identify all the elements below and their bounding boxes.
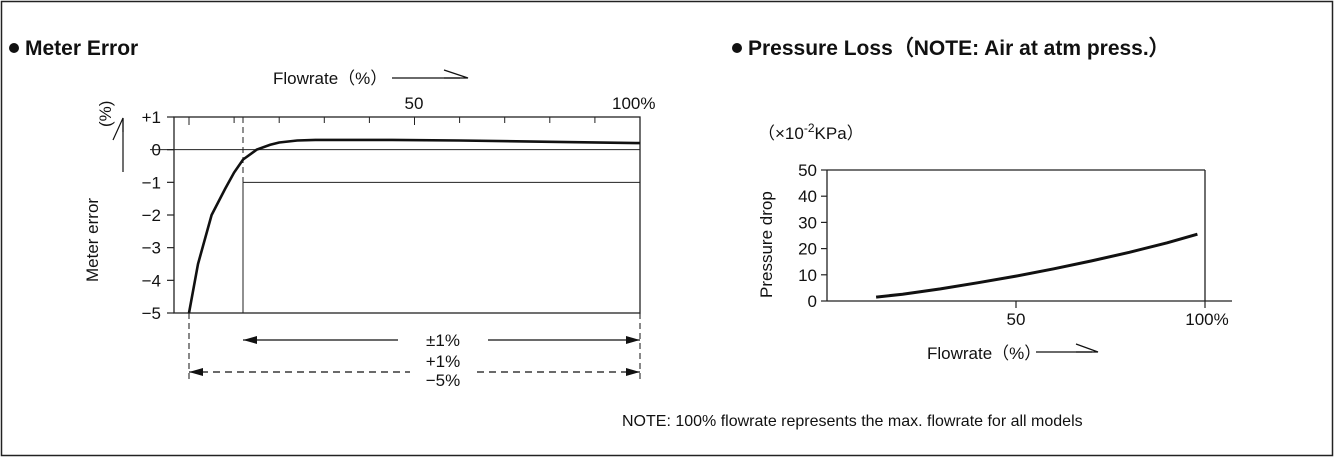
meter-error-x-ticks	[188, 117, 641, 125]
meter-error-y-ticks	[167, 116, 174, 314]
meter-error-yunit: (%)	[96, 101, 115, 127]
pressure-x-tick-label: 50	[1007, 310, 1026, 329]
meter-error-bullet	[9, 43, 19, 53]
pressure-loss-title: Pressure Loss（NOTE: Air at atm press.）	[748, 36, 1170, 60]
meter-error-title: Meter Error	[25, 37, 138, 60]
pressure-loss-bullet	[732, 43, 742, 53]
meter-error-band-line	[242, 181, 640, 313]
pressure-unit-superscript: -2	[804, 121, 815, 135]
meter-error-x-tick-label: 100%	[612, 94, 655, 113]
meter-error-curve	[187, 138, 641, 314]
flow-arrow-icon	[392, 69, 469, 79]
band-2-label-bottom: −5%	[426, 371, 461, 390]
pressure-y-tick-label: 30	[798, 213, 817, 232]
pressure-y-ticks	[821, 169, 827, 302]
ylabel-arrow-icon	[112, 117, 124, 172]
meter-error-y-tick-labels: +10−1−2−3−4−5	[142, 108, 161, 323]
pressure-xlabel: Flowrate（%）	[927, 344, 1041, 363]
pressure-loss-plot: 0 10 20 30 40 50 50 100%	[798, 161, 1232, 329]
pressure-ylabel: Pressure drop	[757, 191, 776, 298]
meter-error-top-xlabel: Flowrate（%）	[273, 69, 387, 88]
flow-arrow-icon	[1036, 343, 1099, 353]
meter-error-y-tick-label: −3	[142, 239, 161, 258]
pressure-y-tick-labels: 0 10 20 30 40 50	[798, 161, 817, 311]
meter-error-y-tick-label: −4	[142, 271, 161, 290]
pressure-y-tick-label: 20	[798, 240, 817, 259]
meter-error-y-tick-label: −2	[142, 206, 161, 225]
pressure-unit-label: （×10-2KPa）	[758, 121, 864, 143]
band-2-label-top: +1%	[426, 352, 461, 371]
pressure-y-tick-label: 50	[798, 161, 817, 180]
band-1-label: ±1%	[426, 331, 460, 350]
band-1-dimension: ±1%	[243, 328, 640, 350]
footnote: NOTE: 100% flowrate represents the max. …	[622, 413, 1083, 430]
pressure-loss-curve	[875, 232, 1198, 299]
pressure-y-tick-label: 10	[798, 266, 817, 285]
meter-error-y-tick-label: −5	[142, 304, 161, 323]
meter-error-x-tick-label: 50	[405, 94, 424, 113]
pressure-unit-prefix: （×10	[758, 124, 804, 143]
pressure-y-tick-label: 40	[798, 187, 817, 206]
meter-error-ylabel: Meter error	[83, 198, 102, 282]
meter-error-y-tick-label: −1	[142, 173, 161, 192]
meter-error-y-tick-label: +1	[142, 108, 161, 127]
meter-error-plot-frame	[173, 116, 641, 314]
meter-error-plot: 50 100% +10−1−2−3−4−5	[142, 94, 656, 323]
pressure-x-ticks	[1015, 301, 1206, 308]
pressure-x-tick-label: 100%	[1185, 310, 1228, 329]
pressure-unit-suffix: KPa）	[815, 124, 864, 143]
band-2-dimension: +1% −5%	[188, 313, 641, 392]
pressure-y-tick-label: 0	[808, 292, 817, 311]
